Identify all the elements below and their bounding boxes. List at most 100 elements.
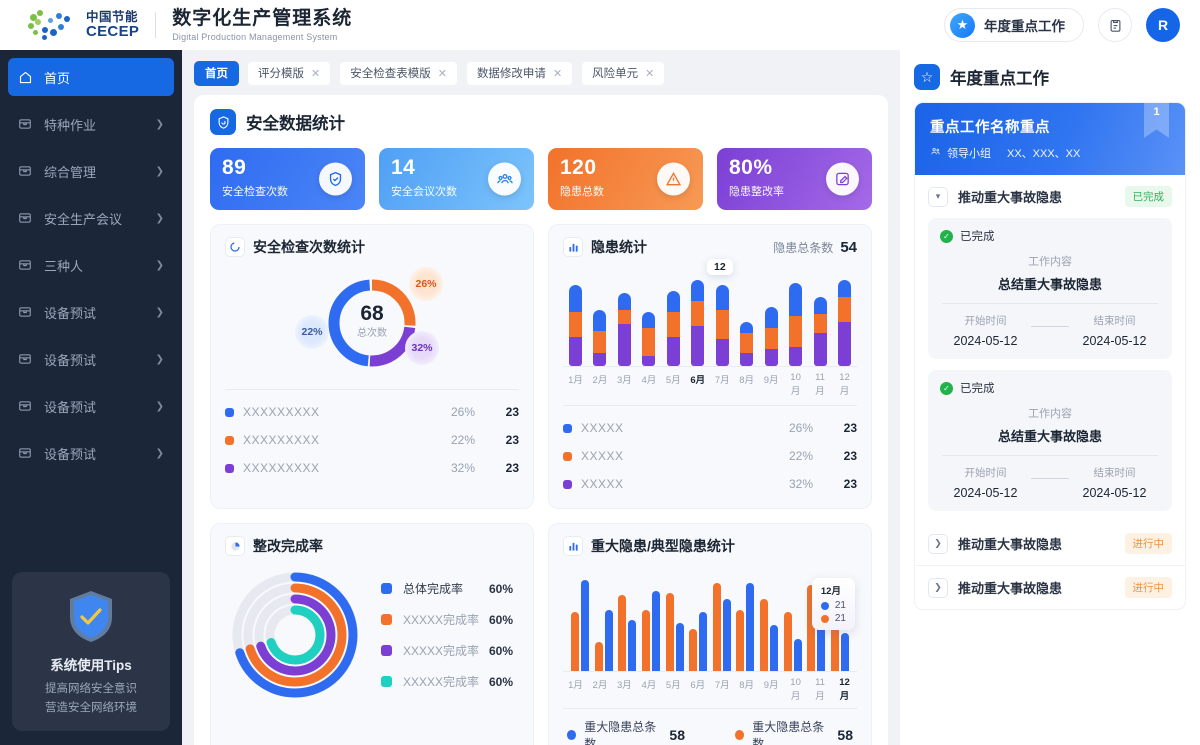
legend-color-dot: [381, 583, 392, 594]
hazard-total-value: 54: [840, 238, 857, 256]
star-icon: ★: [950, 12, 975, 38]
sub-status: ✓ 已完成: [940, 380, 1160, 396]
chevron-right-icon: ❯: [155, 353, 164, 365]
legend-label: XXXXX: [581, 449, 624, 463]
close-icon[interactable]: ✕: [311, 67, 321, 80]
stat-caption: 安全检查次数: [222, 186, 288, 199]
stat-card-safety-meetings[interactable]: 14 安全会议次数: [379, 148, 534, 210]
close-icon[interactable]: ✕: [645, 67, 655, 80]
stacked-bars: 12: [563, 259, 857, 367]
clipboard-icon[interactable]: [1098, 8, 1132, 42]
charts-row-bottom: 整改完成率: [210, 523, 872, 745]
sidebar-item-home[interactable]: 首页: [8, 58, 174, 96]
bar: [571, 611, 579, 671]
stat-value: 80%: [729, 156, 773, 179]
legend-count: 23: [505, 461, 519, 475]
work-row-expanded[interactable]: ▾ 推动重大事故隐患 已完成: [915, 175, 1185, 218]
sidebar-item-equipment-test-2[interactable]: 设备预试 ❯: [8, 340, 174, 378]
page-title: 数字化生产管理系统: [172, 7, 353, 29]
svg-text:68: 68: [360, 302, 384, 325]
legend-color-dot: [567, 730, 577, 740]
tab-label: 安全检查表模版: [350, 68, 431, 80]
sidebar-item-general-management[interactable]: 综合管理 ❯: [8, 152, 174, 190]
stat-card-rectification-rate[interactable]: 80% 隐患整改率: [717, 148, 872, 210]
tips-title: 系统使用Tips: [50, 658, 132, 674]
avatar[interactable]: R: [1146, 8, 1180, 42]
bar: [651, 591, 660, 671]
legend-label: XXXXX完成率: [403, 644, 480, 658]
legend-label: XXXXX完成率: [403, 675, 480, 689]
folder-icon: [18, 117, 38, 131]
chevron-down-icon[interactable]: ▾: [928, 186, 948, 207]
sidebar-item-label: 安全生产会议: [44, 211, 123, 227]
close-icon[interactable]: ✕: [552, 67, 563, 80]
bar-column: [691, 279, 705, 366]
legend-row: XXXXXXXXX 26% 23: [225, 398, 519, 426]
start-time: 开始时间 2024-05-12: [940, 313, 1031, 348]
bar: [699, 611, 708, 671]
legend-color-dot: [381, 676, 392, 687]
brand-name: 中国节能 CECEP: [86, 10, 139, 40]
chevron-right-icon[interactable]: ❯: [928, 577, 948, 598]
end-time-label: 结束时间: [1093, 315, 1136, 327]
sidebar-item-special-work[interactable]: 特种作业 ❯: [8, 105, 174, 143]
annual-key-work-button[interactable]: ★ 年度重点工作: [944, 8, 1084, 42]
card-header: 重大隐患/典型隐患统计: [563, 536, 857, 556]
bar: [604, 610, 613, 671]
sidebar-item-equipment-test-4[interactable]: 设备预试 ❯: [8, 434, 174, 472]
tab-data-modify-request[interactable]: 数据修改申请 ✕: [465, 60, 574, 86]
x-tick-label: 4月: [641, 375, 657, 386]
stat-caption: 安全会议次数: [391, 186, 457, 199]
work-row-label: 推动重大事故隐患: [958, 581, 1063, 596]
divider: [942, 303, 1158, 304]
sidebar-item-safety-meeting[interactable]: 安全生产会议 ❯: [8, 199, 174, 237]
bar: [807, 585, 816, 671]
tab-bar: 首页 评分模版 ✕ 安全检查表模版 ✕ 数据修改申请 ✕ 风险单元 ✕: [194, 60, 888, 86]
work-sub-card: ✓ 已完成 工作内容 总结重大事故隐患 开始时间 2024-05-12 结束时间: [928, 370, 1172, 511]
donut-legend: XXXXXXXXX 26% 23 XXXXXXXXX 22% 23: [225, 389, 519, 482]
stat-caption: 隐患整改率: [729, 186, 784, 199]
group-icon: [930, 146, 941, 160]
main-content: 首页 评分模版 ✕ 安全检查表模版 ✕ 数据修改申请 ✕ 风险单元 ✕: [182, 50, 900, 745]
star-icon: ☆: [914, 64, 940, 90]
close-icon[interactable]: ✕: [437, 67, 447, 80]
stat-card-hazard-total[interactable]: 120 隐患总数: [548, 148, 703, 210]
sub-content-label: 工作内容: [1028, 256, 1072, 268]
bar-group: [665, 592, 684, 671]
tab-scoring-template[interactable]: 评分模版 ✕: [247, 60, 332, 86]
legend-row: XXXXX完成率 60%: [381, 666, 519, 697]
bar-segment: [764, 327, 778, 349]
stat-card-safety-checks[interactable]: 89 安全检查次数: [210, 148, 365, 210]
sidebar-item-three-types[interactable]: 三种人 ❯: [8, 246, 174, 284]
sub-content-value: 总结重大事故隐患: [997, 277, 1102, 292]
body-area: 首页 特种作业 ❯ 综合管理 ❯: [0, 50, 1200, 745]
bar-segment: [569, 337, 582, 366]
card-title: 隐患统计: [591, 239, 647, 255]
bar-segment: [837, 296, 851, 322]
work-row-collapsed-2[interactable]: ❯ 推动重大事故隐患 进行中: [915, 565, 1185, 609]
bar: [581, 579, 589, 671]
sidebar-item-label: 三种人: [44, 258, 84, 274]
chevron-right-icon[interactable]: ❯: [928, 533, 948, 554]
x-tick-label: 7月: [714, 375, 730, 386]
check-circle-icon: ✓: [940, 229, 953, 243]
status-badge: 进行中: [1124, 577, 1172, 598]
sub-status-label: 已完成: [960, 231, 995, 243]
right-panel-header: ☆ 年度重点工作: [914, 64, 1186, 90]
x-tick-label: 10月: [790, 677, 801, 702]
safety-check-donut-card: 安全检查次数统计 68 总次数 26%: [210, 224, 534, 509]
x-tick-label: 5月: [665, 680, 681, 691]
sidebar-item-equipment-test-3[interactable]: 设备预试 ❯: [8, 387, 174, 425]
end-time-label: 结束时间: [1093, 467, 1136, 479]
tooltip-value: 21: [834, 613, 846, 624]
bar-chart-icon: [563, 237, 583, 257]
tab-home[interactable]: 首页: [194, 60, 239, 86]
sidebar-item-equipment-test-1[interactable]: 设备预试 ❯: [8, 293, 174, 331]
legend-count: 23: [843, 477, 857, 491]
legend-percent: 22%: [788, 449, 813, 463]
legend-percent: 32%: [450, 461, 475, 475]
tab-safety-checklist-template[interactable]: 安全检查表模版 ✕: [339, 60, 458, 86]
tab-risk-unit[interactable]: 风险单元 ✕: [581, 60, 666, 86]
legend-percent: 60%: [488, 643, 513, 658]
work-row-collapsed-1[interactable]: ❯ 推动重大事故隐患 进行中: [915, 522, 1185, 565]
